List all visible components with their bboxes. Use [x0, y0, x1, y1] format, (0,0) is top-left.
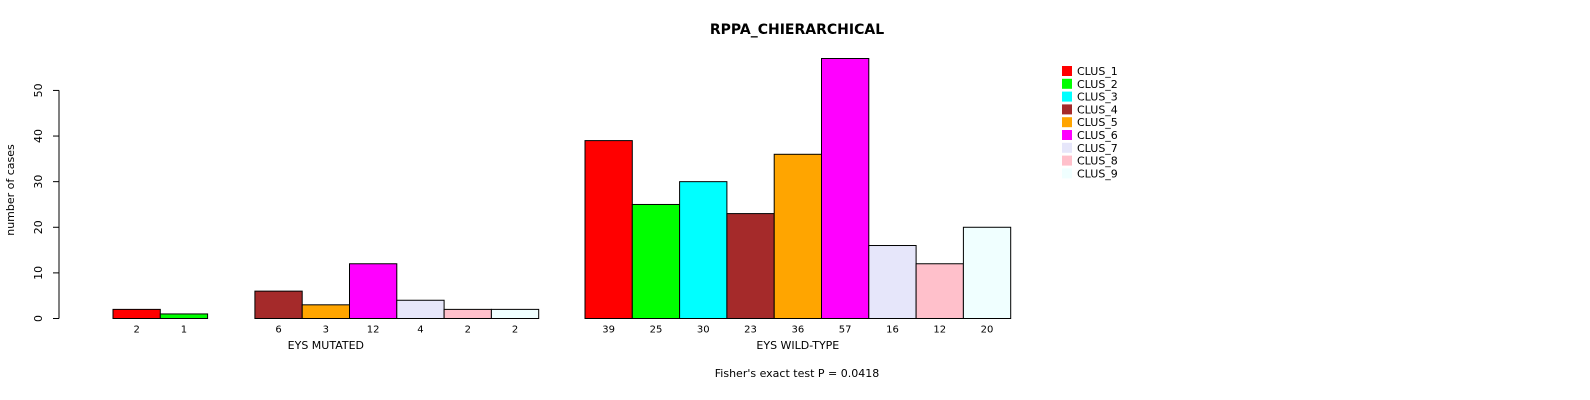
- bar-clus-8: [915, 263, 964, 319]
- bar-clus-1: [584, 140, 633, 319]
- legend: CLUS_1CLUS_2CLUS_3CLUS_4CLUS_5CLUS_6CLUS…: [1062, 65, 1118, 180]
- bar-clus-7: [396, 299, 445, 320]
- legend-label: CLUS_6: [1077, 129, 1118, 142]
- bar-clus-6: [349, 263, 398, 319]
- bar-clus-9: [962, 226, 1012, 319]
- legend-swatch: [1062, 168, 1072, 179]
- y-tick-label: 30: [32, 175, 45, 189]
- bar-clus-7: [868, 245, 917, 319]
- legend-label: CLUS_4: [1077, 103, 1118, 116]
- legend-label: CLUS_2: [1077, 78, 1118, 91]
- legend-swatch: [1062, 91, 1072, 102]
- count-labels: 2 1 6 3 12 4 2 2 39 25 30 23 36 57 16 12 20: [133, 325, 993, 336]
- bar-clus-2: [159, 313, 209, 320]
- legend-label: CLUS_9: [1077, 167, 1118, 180]
- group-label: EYS MUTATED: [288, 339, 364, 352]
- bars: [112, 58, 1012, 320]
- bar-clus-9: [490, 308, 540, 320]
- bar-count-label: 36: [791, 325, 804, 336]
- y-tick-label: 20: [32, 220, 45, 234]
- legend-label: CLUS_7: [1077, 142, 1118, 155]
- y-axis: 0 10 20 30 40 50: [32, 83, 60, 322]
- legend-swatch: [1062, 142, 1072, 153]
- y-axis-label: number of cases: [4, 144, 17, 236]
- fisher-test-footnote: Fisher's exact test P = 0.0418: [715, 367, 879, 380]
- legend-swatch: [1062, 117, 1072, 128]
- y-tick-label: 50: [32, 83, 45, 97]
- legend-label: CLUS_5: [1077, 116, 1118, 129]
- bar-count-label: 6: [275, 325, 281, 336]
- legend-swatch: [1062, 78, 1072, 89]
- bar-clus-5: [301, 304, 351, 320]
- bar-count-label: 3: [323, 325, 329, 336]
- bar-clus-8: [443, 308, 492, 320]
- bar-count-label: 2: [465, 325, 471, 336]
- group-labels: EYS MUTATED EYS WILD-TYPE: [288, 339, 840, 352]
- bar-clus-5: [773, 153, 823, 319]
- bar-count-label: 16: [886, 325, 899, 336]
- bar-count-label: 23: [744, 325, 757, 336]
- bar-count-label: 30: [697, 325, 710, 336]
- legend-swatch: [1062, 66, 1072, 76]
- bar-count-label: 39: [602, 325, 615, 336]
- bar-clus-1: [112, 308, 161, 320]
- bar-clus-4: [726, 213, 775, 319]
- bar-count-label: 2: [512, 325, 518, 336]
- y-tick-label: 0: [32, 315, 45, 322]
- bar-count-label: 12: [933, 325, 946, 336]
- bar-count-label: 2: [133, 325, 139, 336]
- bar-count-label: 1: [181, 325, 187, 336]
- group-label: EYS WILD-TYPE: [756, 339, 839, 352]
- bar-count-label: 12: [367, 325, 380, 336]
- bar-count-label: 25: [650, 325, 663, 336]
- legend-label: CLUS_3: [1077, 91, 1118, 104]
- legend-label: CLUS_1: [1077, 65, 1118, 78]
- legend-label: CLUS_8: [1077, 155, 1118, 168]
- bar-clus-4: [254, 290, 303, 320]
- bar-count-label: 57: [839, 325, 852, 336]
- bar-count-label: 20: [981, 325, 994, 336]
- y-tick-label: 40: [32, 129, 45, 143]
- chart-title: RPPA_CHIERARCHICAL: [710, 22, 884, 38]
- legend-swatch: [1062, 104, 1072, 115]
- legend-swatch: [1062, 130, 1072, 140]
- y-tick-label: 10: [32, 266, 45, 280]
- bar-count-label: 4: [417, 325, 423, 336]
- bar-clus-2: [631, 203, 681, 319]
- bar-clus-3: [679, 181, 728, 319]
- legend-swatch: [1062, 155, 1072, 166]
- bar-clus-6: [821, 58, 870, 319]
